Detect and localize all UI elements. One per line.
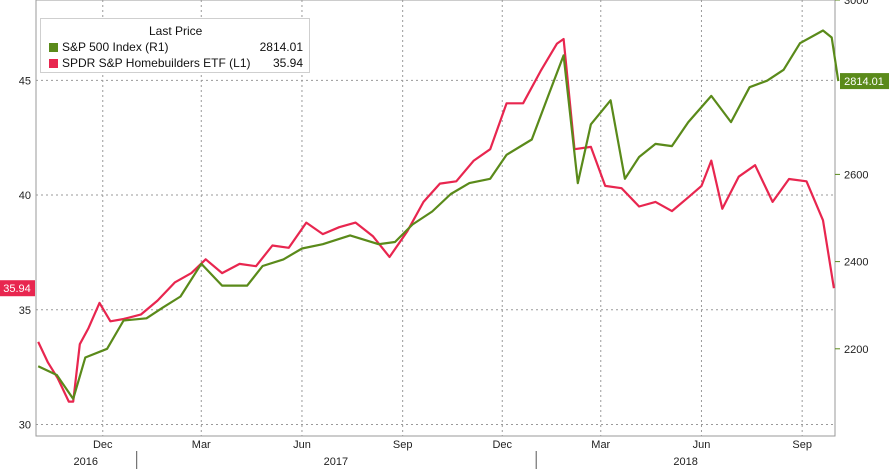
last-value-flag-sp500 [840,73,889,90]
y-right-tick-label: 3000 [844,0,868,7]
legend-swatch-sp500 [49,43,58,52]
legend-value-homebuilders: 35.94 [272,56,303,70]
x-tick-label: Dec [93,439,113,451]
chart-legend: Last Price S&P 500 Index (R1) 2814.01 SP… [40,18,310,73]
x-tick-label: Mar [591,439,610,451]
x-tick-label: Jun [693,439,711,451]
legend-name-homebuilders: SPDR S&P Homebuilders ETF (L1) [62,56,251,70]
last-value-label-sp500: 2814.01 [844,76,884,88]
series-line-homebuilders [37,37,835,403]
series-line-sp500 [37,29,840,400]
y-left-tick-label: 35 [19,305,31,317]
legend-value-sp500: 2814.01 [259,40,303,54]
last-value-label-homebuilders: 35.94 [3,283,31,295]
last-value-flag-homebuilders [0,280,35,297]
legend-entry-sp500: S&P 500 Index (R1) 2814.01 [49,40,307,56]
legend-name-sp500: S&P 500 Index (R1) [62,40,169,54]
x-year-label: 2016 [74,456,98,468]
legend-entry-homebuilders: SPDR S&P Homebuilders ETF (L1) 35.94 [49,56,307,72]
y-left-tick-label: 40 [19,190,31,202]
x-tick-label: Mar [192,439,211,451]
x-tick-label: Dec [492,439,512,451]
y-right-tick-label: 2400 [844,257,868,269]
legend-title: Last Price [149,24,203,38]
x-year-label: 2018 [673,456,697,468]
y-right-tick-label: 2200 [844,344,868,356]
x-tick-label: Jun [293,439,311,451]
x-year-label: 2017 [324,456,348,468]
y-left-tick-label: 30 [19,420,31,432]
x-tick-label: Sep [792,439,812,451]
legend-swatch-homebuilders [49,59,58,68]
y-left-tick-label: 45 [19,75,31,87]
y-right-tick-label: 2600 [844,169,868,181]
x-tick-label: Sep [393,439,413,451]
